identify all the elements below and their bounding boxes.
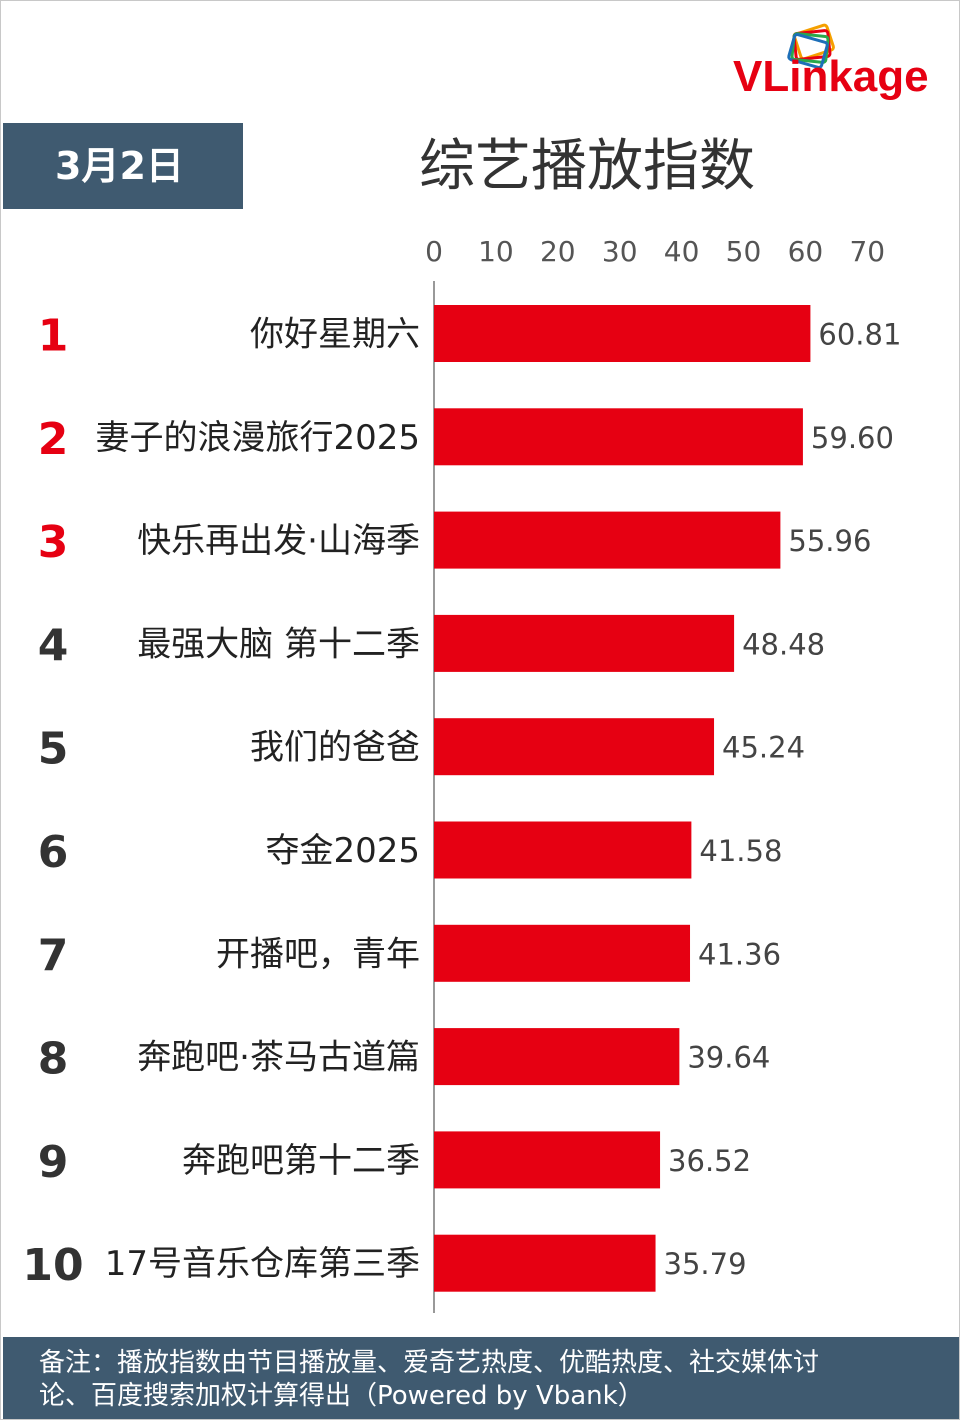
x-tick-label: 0 — [425, 235, 443, 268]
bar — [434, 305, 811, 362]
data-label: 41.58 — [699, 834, 782, 868]
rank-number: 5 — [38, 724, 69, 775]
category-label: 我们的爸爸 — [250, 728, 420, 768]
category-label: 妻子的浪漫旅行2025 — [95, 418, 420, 458]
logo-text: VLinkage — [733, 52, 929, 101]
bar — [434, 408, 803, 466]
data-label: 48.48 — [742, 627, 825, 661]
data-label: 41.36 — [698, 937, 781, 971]
category-label: 奔跑吧·茶马古道篇 — [137, 1038, 420, 1078]
chart-title: 综艺播放指数 — [419, 134, 755, 199]
data-label: 36.52 — [668, 1144, 751, 1178]
data-label: 60.81 — [818, 318, 901, 352]
category-label: 开播吧，青年 — [216, 934, 420, 974]
category-label: 最强大脑 第十二季 — [137, 624, 420, 664]
x-tick-label: 60 — [788, 235, 824, 268]
category-label: 奔跑吧第十二季 — [182, 1141, 420, 1181]
category-label: 你好星期六 — [250, 315, 420, 355]
footer-note: 备注：播放指数由节目播放量、爱奇艺热度、优酷热度、社交媒体讨 论、百度搜索加权计… — [3, 1337, 959, 1419]
x-tick-label: 30 — [602, 235, 638, 268]
data-label: 39.64 — [687, 1041, 770, 1075]
category-label: 夺金2025 — [265, 831, 420, 871]
rank-number: 9 — [38, 1137, 69, 1188]
x-tick-label: 70 — [849, 235, 885, 268]
data-label: 59.60 — [811, 421, 894, 455]
rank-number: 8 — [38, 1034, 69, 1085]
data-label: 45.24 — [722, 731, 805, 765]
category-label: 快乐再出发·山海季 — [137, 521, 420, 561]
date-badge: 3月2日 — [3, 123, 243, 209]
vlinkage-logo: VLinkage — [733, 23, 929, 101]
data-label: 55.96 — [788, 524, 871, 558]
bar — [434, 614, 735, 672]
rank-number: 6 — [38, 827, 69, 878]
logo-cards-icon — [787, 23, 835, 69]
bar — [434, 1131, 661, 1189]
x-tick-label: 40 — [664, 235, 700, 268]
rank-number: 10 — [22, 1240, 83, 1291]
rank-number: 3 — [38, 517, 69, 568]
bar — [434, 1028, 680, 1086]
bar — [434, 1234, 656, 1292]
rank-number: 1 — [38, 311, 69, 362]
footer-note-line-1: 备注：播放指数由节目播放量、爱奇艺热度、优酷热度、社交媒体讨 — [39, 1348, 820, 1378]
rank-number: 2 — [38, 414, 69, 465]
bar — [434, 511, 781, 569]
x-tick-label: 10 — [478, 235, 514, 268]
bar — [434, 718, 715, 776]
bar — [434, 924, 691, 982]
bar-chart: 0 10 20 30 40 50 60 701 你好星期六 60.812 妻子的浪漫旅行2025 59… — [22, 235, 901, 1313]
footer-note-line-2: 论、百度搜索加权计算得出（Powered by Vbank） — [39, 1381, 644, 1411]
x-tick-label: 20 — [540, 235, 576, 268]
category-label: 17号音乐仓库第三季 — [105, 1244, 420, 1284]
data-label: 35.79 — [664, 1247, 747, 1281]
x-tick-label: 50 — [726, 235, 762, 268]
bar — [434, 821, 692, 879]
rank-number: 4 — [38, 620, 69, 671]
rank-number: 7 — [38, 930, 69, 981]
